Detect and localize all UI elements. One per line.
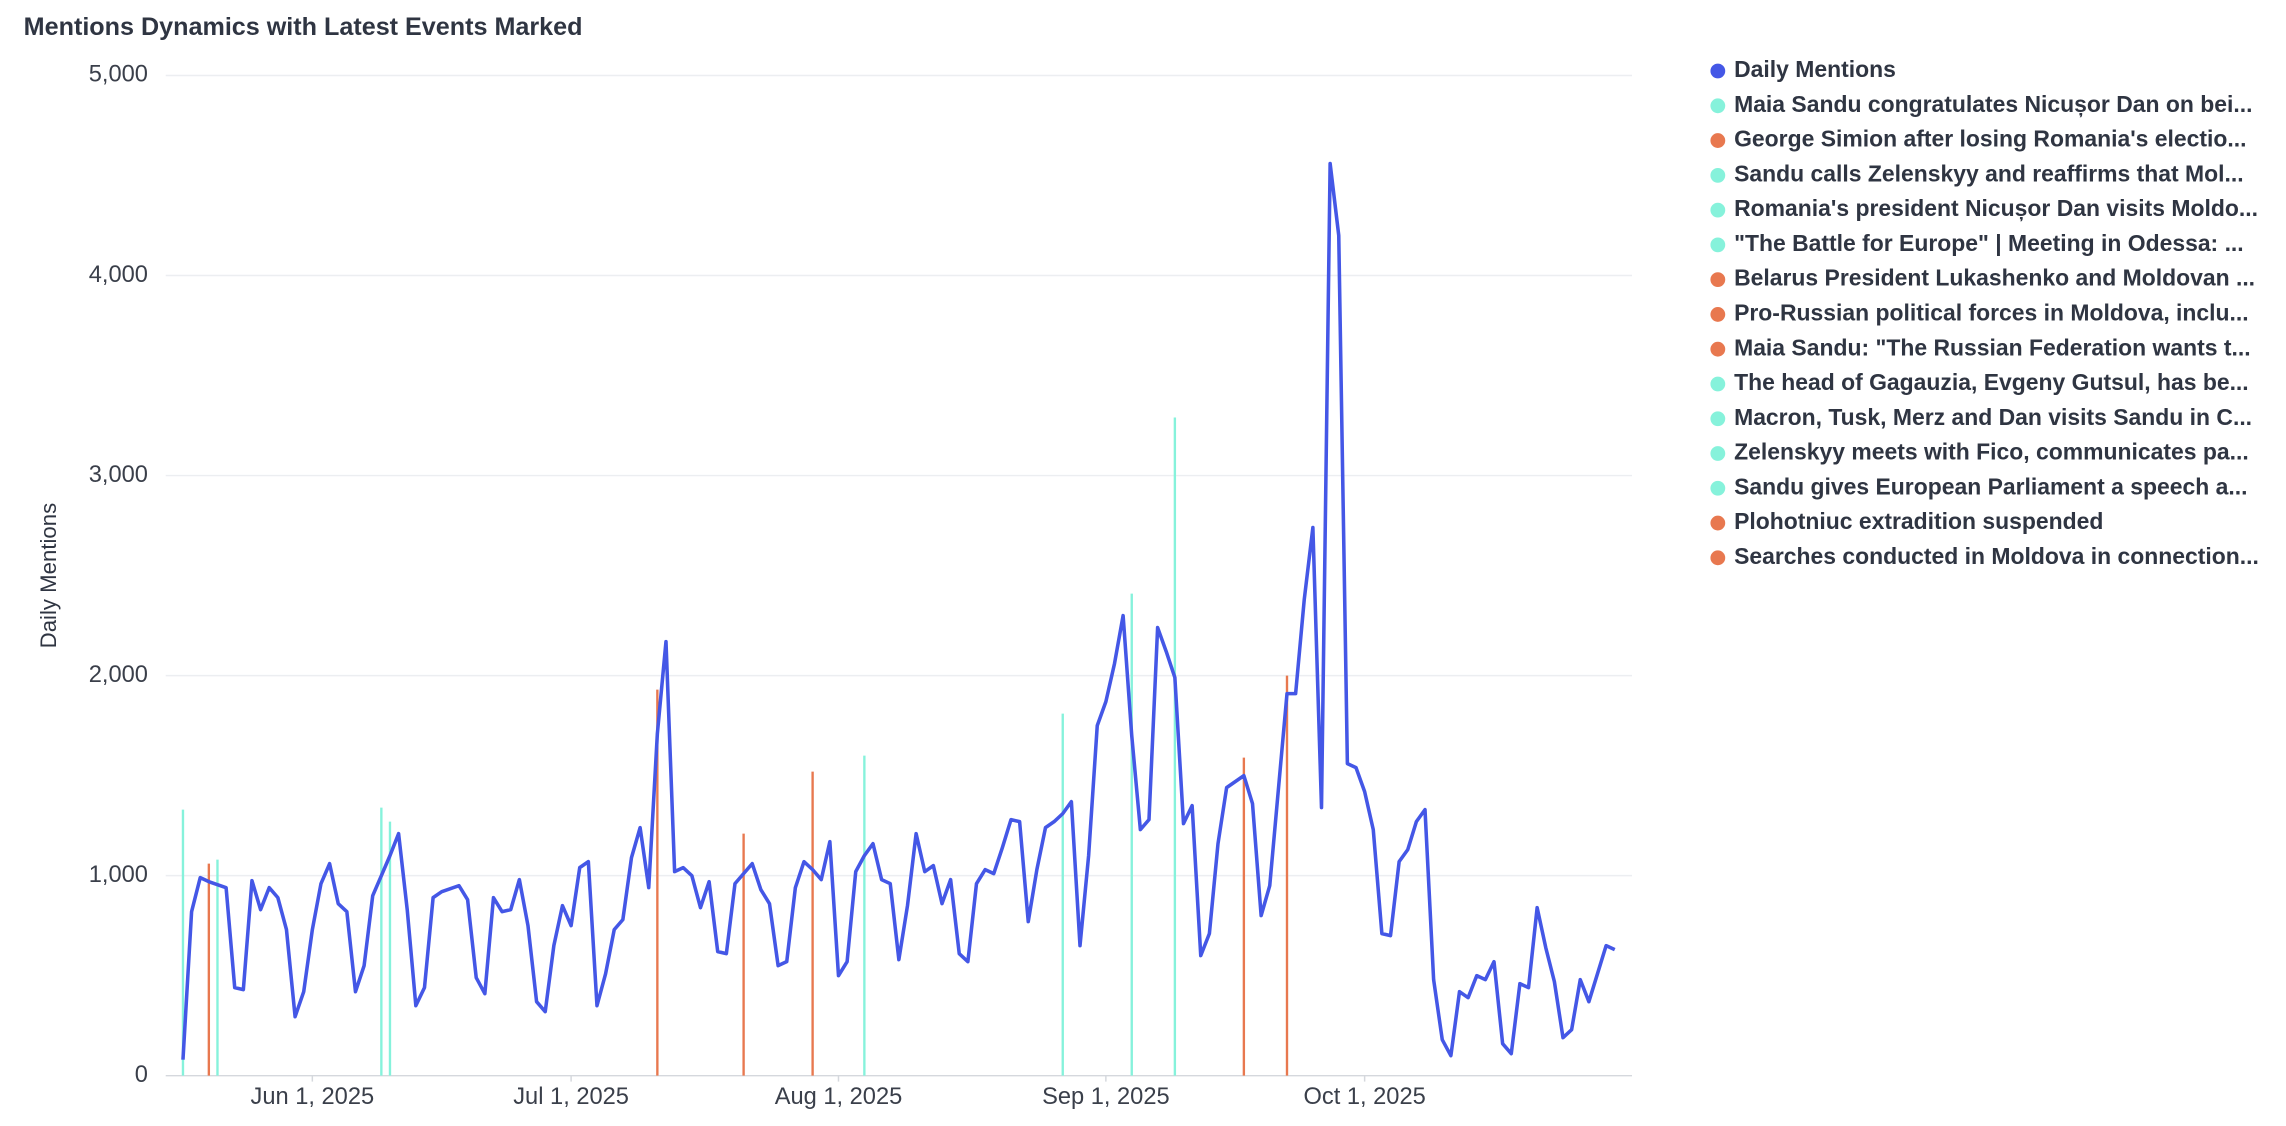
legend-label: Plohotniuc extradition suspended — [1734, 508, 2103, 534]
legend-marker — [1710, 133, 1726, 148]
legend-marker — [1710, 237, 1726, 253]
legend-label: Searches conducted in Moldova in connect… — [1734, 543, 2259, 569]
legend-label: Zelenskyy meets with Fico, communicates … — [1734, 439, 2249, 465]
y-tick-label: 0 — [135, 1062, 148, 1088]
y-tick-label: 3,000 — [89, 462, 148, 488]
legend-marker — [1710, 202, 1726, 218]
x-tick-label: Oct 1, 2025 — [1303, 1084, 1425, 1110]
legend-marker — [1710, 480, 1726, 496]
legend-marker — [1710, 98, 1726, 114]
y-tick-label: 2,000 — [89, 662, 148, 688]
legend-label: Sandu calls Zelenskyy and reaffirms that… — [1734, 160, 2244, 186]
line-series — [181, 161, 1616, 1060]
legend-marker — [1710, 411, 1726, 427]
legend-marker — [1710, 376, 1726, 392]
legend-marker — [1710, 515, 1726, 531]
legend-label: Sandu gives European Parliament a speech… — [1734, 473, 2247, 499]
legend-label: Macron, Tusk, Merz and Dan visits Sandu … — [1734, 404, 2252, 430]
x-tick-label: Sep 1, 2025 — [1042, 1084, 1170, 1110]
legend-label: "The Battle for Europe" | Meeting in Ode… — [1734, 230, 2244, 256]
legend-marker — [1710, 341, 1726, 357]
x-tick-label: Aug 1, 2025 — [775, 1084, 903, 1110]
legend-label: The head of Gagauzia, Evgeny Gutsul, has… — [1734, 369, 2249, 395]
legend-label: Belarus President Lukashenko and Moldova… — [1734, 265, 2255, 291]
legend-label: Romania's president Nicușor Dan visits M… — [1734, 195, 2258, 221]
chart-title: Mentions Dynamics with Latest Events Mar… — [24, 13, 583, 41]
legend-marker — [1710, 63, 1726, 79]
legend-label: Pro-Russian political forces in Moldova,… — [1734, 299, 2249, 325]
legend-marker — [1710, 272, 1726, 288]
y-tick-label: 4,000 — [89, 262, 148, 288]
legend-marker — [1710, 167, 1726, 183]
y-tick-label: 1,000 — [89, 862, 148, 888]
y-axis-label: Daily Mentions — [36, 503, 61, 649]
legend-label: George Simion after losing Romania's ele… — [1734, 126, 2246, 152]
legend-label: Maia Sandu congratulates Nicușor Dan on … — [1734, 91, 2252, 117]
legend-label: Daily Mentions — [1734, 56, 1896, 82]
legend-label: Maia Sandu: "The Russian Federation want… — [1734, 334, 2251, 360]
legend-marker — [1710, 446, 1726, 461]
legend-marker — [1710, 550, 1726, 566]
y-tick-label: 5,000 — [89, 62, 148, 88]
x-tick-label: Jun 1, 2025 — [251, 1084, 375, 1110]
legend-marker — [1710, 307, 1726, 322]
x-tick-label: Jul 1, 2025 — [513, 1084, 629, 1110]
